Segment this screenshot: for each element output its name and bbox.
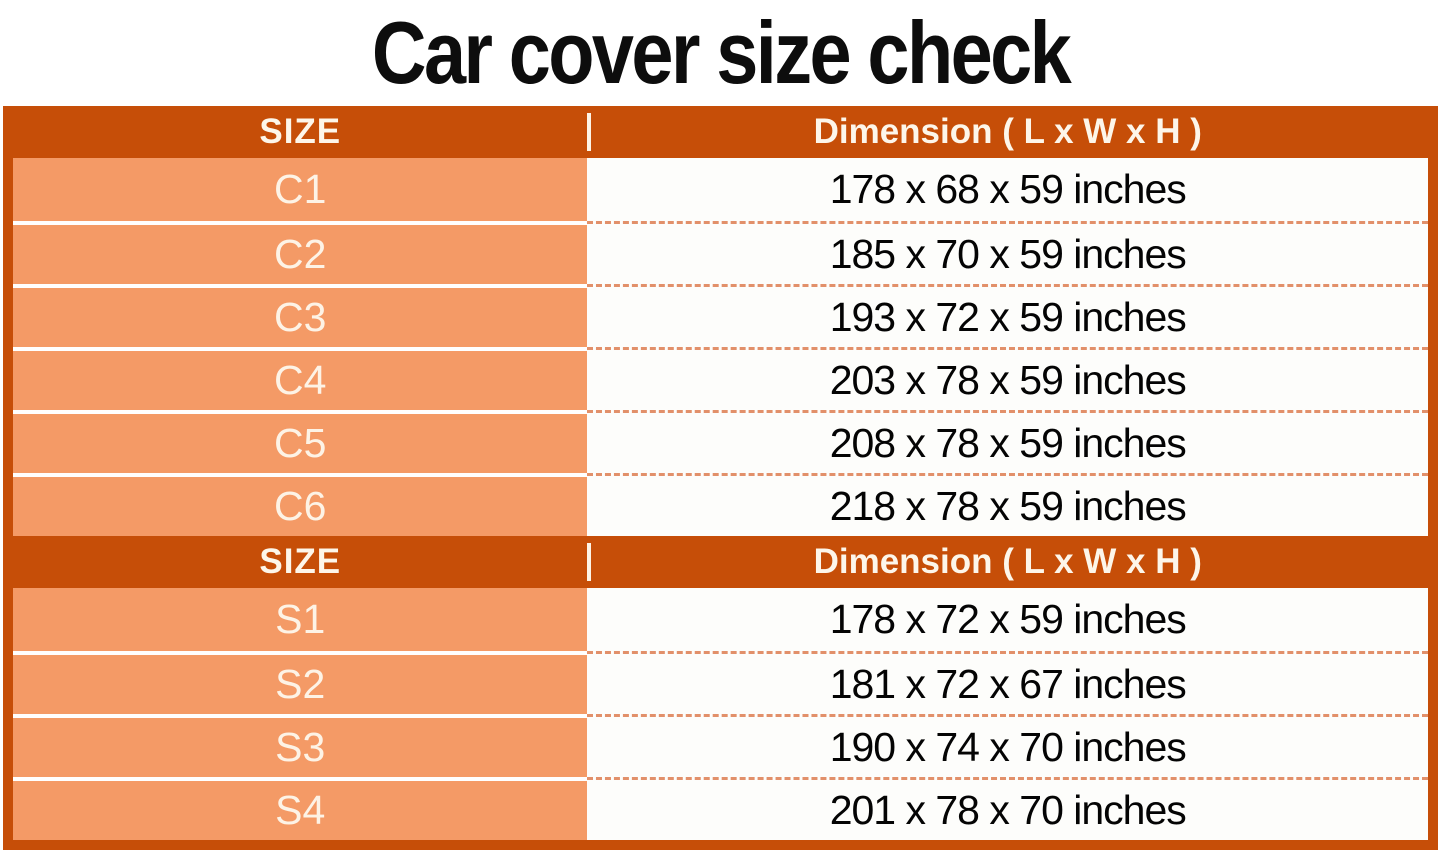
- size-value: S1: [13, 588, 588, 651]
- size-value: C3: [13, 284, 588, 347]
- dimension-value: 193 x 72 x 59 inches: [587, 284, 1428, 347]
- column-header-size: SIZE: [259, 112, 342, 151]
- table-row: C2 185 x 70 x 59 inches: [13, 221, 1428, 284]
- size-value: C4: [13, 347, 588, 410]
- table-row: S2 181 x 72 x 67 inches: [13, 651, 1428, 714]
- table-header-row-c: SIZE Dimension ( L x W x H ): [13, 106, 1428, 158]
- dimension-value: 201 x 78 x 70 inches: [587, 777, 1428, 840]
- page-title: Car cover size check: [371, 3, 1072, 102]
- dimension-value: 190 x 74 x 70 inches: [587, 714, 1428, 777]
- column-header-dimension-label: Dimension ( L x W x H ): [813, 542, 1202, 581]
- dimension-value: 203 x 78 x 59 inches: [587, 347, 1428, 410]
- size-value: S4: [13, 777, 588, 840]
- dimension-value: 185 x 70 x 59 inches: [587, 221, 1428, 284]
- dimension-value: 178 x 72 x 59 inches: [587, 588, 1428, 651]
- column-header-dimension-label: Dimension ( L x W x H ): [813, 112, 1202, 151]
- dimension-value: 208 x 78 x 59 inches: [587, 410, 1428, 473]
- table-header-row-s: SIZE Dimension ( L x W x H ): [13, 536, 1428, 588]
- column-header-size: SIZE: [259, 542, 342, 581]
- size-value: C6: [13, 473, 588, 536]
- dimension-value: 218 x 78 x 59 inches: [587, 473, 1428, 536]
- size-table: SIZE Dimension ( L x W x H ) C1 178 x 68…: [3, 106, 1438, 850]
- size-value: S2: [13, 651, 588, 714]
- table-row: S3 190 x 74 x 70 inches: [13, 714, 1428, 777]
- column-header-dimension: Dimension ( L x W x H ): [587, 536, 1428, 588]
- table-row: C5 208 x 78 x 59 inches: [13, 410, 1428, 473]
- table-row: S1 178 x 72 x 59 inches: [13, 588, 1428, 651]
- table-row: S4 201 x 78 x 70 inches: [13, 777, 1428, 840]
- dimension-value: 178 x 68 x 59 inches: [587, 158, 1428, 221]
- table-row: C1 178 x 68 x 59 inches: [13, 158, 1428, 221]
- size-value: C5: [13, 410, 588, 473]
- column-divider: [587, 543, 592, 581]
- size-value: S3: [13, 714, 588, 777]
- table-row: C4 203 x 78 x 59 inches: [13, 347, 1428, 410]
- size-value: C2: [13, 221, 588, 284]
- table-row: C3 193 x 72 x 59 inches: [13, 284, 1428, 347]
- dimension-value: 181 x 72 x 67 inches: [587, 651, 1428, 714]
- size-value: C1: [13, 158, 588, 221]
- column-divider: [587, 113, 592, 151]
- column-header-dimension: Dimension ( L x W x H ): [587, 106, 1428, 158]
- table-row: C6 218 x 78 x 59 inches: [13, 473, 1428, 536]
